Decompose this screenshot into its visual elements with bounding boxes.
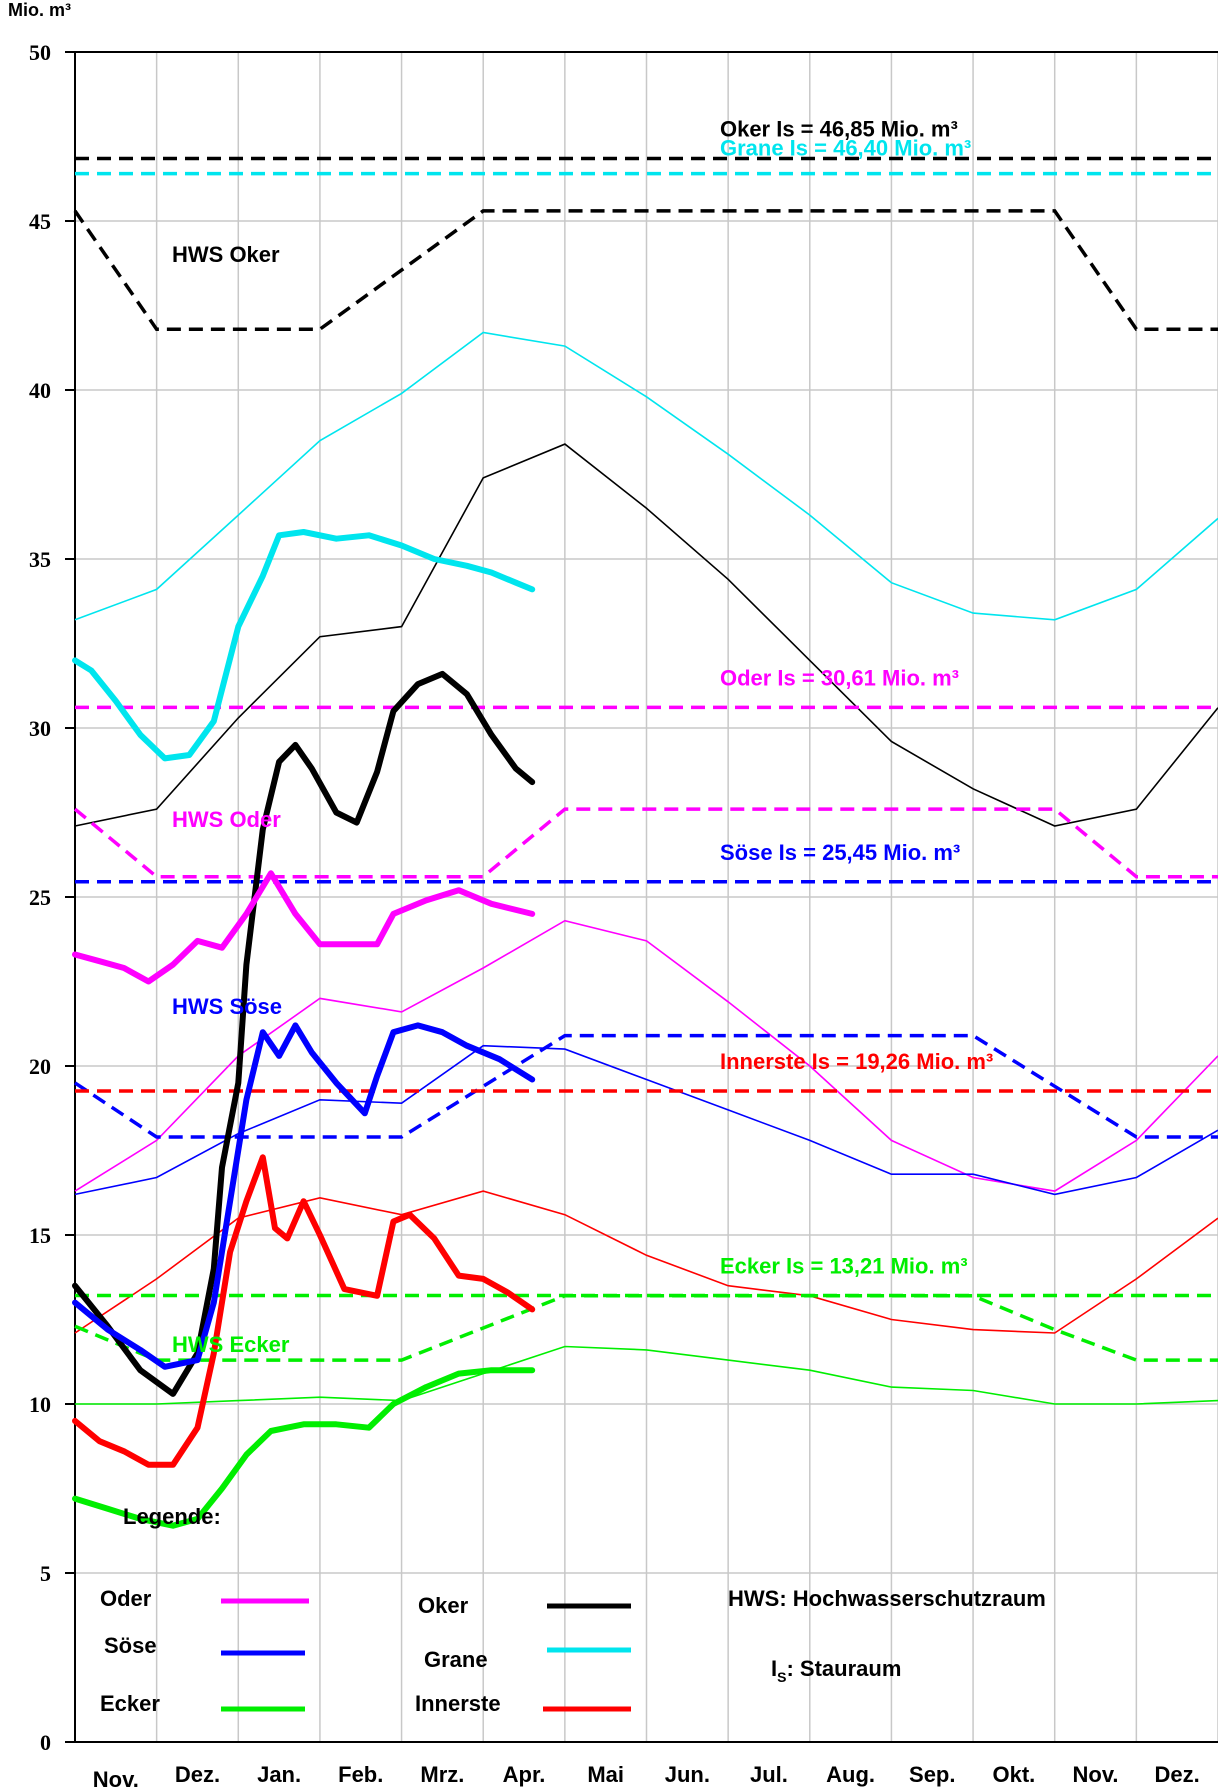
x-tick-label: Dez. (175, 1762, 220, 1787)
oker_is-label: Oker Is = 46,85 Mio. m³ (720, 116, 958, 141)
y-tick-label: 30 (29, 716, 51, 741)
x-tick-label: Nov. (93, 1767, 139, 1792)
x-tick-label: Jul. (750, 1762, 788, 1787)
grane_actual-line (72, 529, 536, 762)
legend-is-note: IS: Stauraum (771, 1656, 901, 1685)
y-axis-ticks: 0 5 10 15 20 25 30 35 40 45 50 (29, 40, 75, 1755)
x-tick-label: Nov. (1073, 1762, 1119, 1787)
y-tick-label: 40 (29, 378, 51, 403)
hws-oker-label: HWS Oker (172, 242, 280, 267)
innerste-average-line (74, 1190, 1218, 1334)
x-tick-label: Apr. (503, 1762, 546, 1787)
ecker_is-label: Ecker Is = 13,21 Mio. m³ (720, 1254, 968, 1279)
hws_oder-line (73, 807, 1218, 879)
grid (74, 51, 1218, 1743)
y-tick-label: 45 (29, 209, 51, 234)
y-tick-label: 15 (29, 1223, 51, 1248)
legend-oker-label: Oker (418, 1593, 469, 1618)
legend-is-note-suffix: : Stauraum (786, 1656, 901, 1681)
legend-innerste-label: Innerste (415, 1691, 501, 1716)
ecker-average-line (75, 1345, 1218, 1405)
hws_soese-line (74, 1033, 1218, 1139)
grane-average-line (74, 331, 1218, 621)
x-axis-ticks: Nov. Dez. Jan. Feb. Mrz. Apr. Mai Jun. Jul. Aug. S… (93, 1762, 1200, 1792)
hws_oker-line (73, 209, 1218, 331)
y-tick-label: 25 (29, 885, 51, 910)
y-tick-label: 10 (29, 1392, 51, 1417)
x-tick-label: Jun. (665, 1762, 710, 1787)
x-tick-label: Mai (587, 1762, 624, 1787)
y-tick-label: 20 (29, 1054, 51, 1079)
innerste_is-label: Innerste Is = 19,26 Mio. m³ (720, 1049, 993, 1074)
x-tick-label: Okt. (992, 1762, 1035, 1787)
y-axis-label: Mio. m³ (8, 0, 71, 20)
legend-hws-note: HWS: Hochwasserschutzraum (728, 1586, 1046, 1611)
x-tick-label: Aug. (826, 1762, 875, 1787)
actual-series-layer (72, 529, 536, 1529)
legend-title: Legende: (123, 1504, 221, 1529)
legend: Legende: Oder Söse Ecker Oker Grane Inne… (100, 1504, 1046, 1716)
annotations-layer: HWS Oker HWS Oder HWS Söse HWS Ecker (172, 242, 290, 1357)
x-tick-label: Sep. (909, 1762, 955, 1787)
x-tick-label: Feb. (338, 1762, 383, 1787)
oker-average-line (74, 443, 1218, 827)
soese-average-line (74, 1044, 1218, 1196)
hws-oder-label: HWS Oder (172, 807, 281, 832)
soese_is-label: Söse Is = 25,45 Mio. m³ (720, 840, 960, 865)
soese_actual-line (72, 1022, 536, 1370)
grane_is-label: Grane Is = 46,40 Mio. m³ (720, 136, 971, 161)
innerste_actual-line (72, 1154, 536, 1468)
hws-soese-label: HWS Söse (172, 994, 282, 1019)
legend-soese-label: Söse (104, 1633, 157, 1658)
ecker_actual-line (72, 1367, 536, 1529)
y-tick-label: 50 (29, 40, 51, 65)
x-tick-label: Jan. (257, 1762, 301, 1787)
y-tick-label: 0 (40, 1730, 51, 1755)
oder_actual-line (72, 870, 536, 985)
legend-ecker-label: Ecker (100, 1691, 160, 1716)
x-tick-label: Dez. (1155, 1762, 1200, 1787)
x-tick-label: Mrz. (420, 1762, 464, 1787)
oder_is-label: Oder Is = 30,61 Mio. m³ (720, 665, 959, 690)
legend-oder-label: Oder (100, 1586, 152, 1611)
y-tick-label: 35 (29, 547, 51, 572)
legend-grane-label: Grane (424, 1647, 488, 1672)
oker_actual-line (72, 670, 536, 1397)
legend-is-note-sub: S (777, 1669, 786, 1685)
y-tick-label: 5 (40, 1561, 51, 1586)
legend-is-note-prefix: I (771, 1656, 777, 1681)
hws-ecker-label: HWS Ecker (172, 1332, 290, 1357)
